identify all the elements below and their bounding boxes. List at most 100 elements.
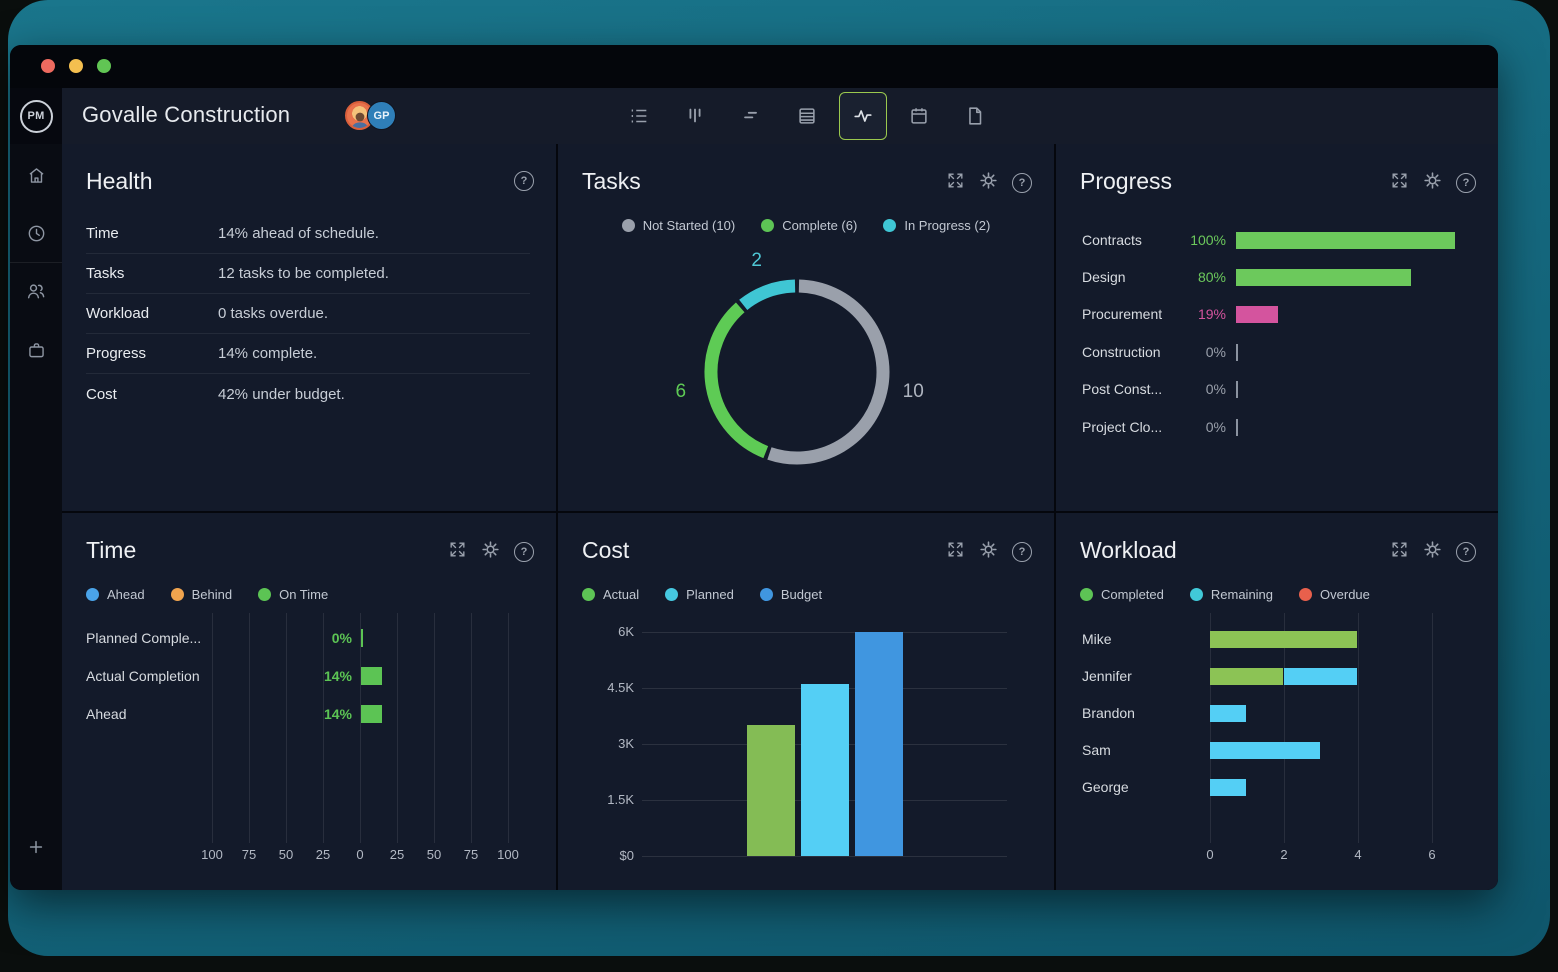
time-gridline <box>323 613 324 843</box>
legend-label: Remaining <box>1210 587 1274 602</box>
tab-dashboard-view[interactable] <box>839 92 887 140</box>
nav-help[interactable]: ? <box>10 885 62 890</box>
view-toolbar <box>615 92 999 140</box>
health-row-value: 14% ahead of schedule. <box>218 225 379 242</box>
workload-bar-george-remaining <box>1210 779 1247 796</box>
panel-time: Time ? Ahead Behind On Time 100 75 50 25 0 25 50… <box>62 513 556 890</box>
time-axis-tick-label: 50 <box>278 847 294 862</box>
nav-time[interactable] <box>10 213 62 253</box>
nav-portfolio[interactable] <box>10 330 62 370</box>
legend-label: Complete (6) <box>782 218 858 233</box>
expand-icon[interactable] <box>1390 540 1409 564</box>
legend-item: In Progress (2) <box>883 218 990 233</box>
panel-tasks: Tasks ? Not Started (10) Complete (6) In P… <box>558 144 1054 511</box>
help-icon[interactable]: ? <box>514 542 534 562</box>
progress-row-label: Design <box>1082 269 1126 285</box>
workload-legend: Completed Remaining Overdue <box>1080 587 1370 602</box>
expand-icon[interactable] <box>448 540 467 564</box>
progress-row-label: Procurement <box>1082 306 1163 322</box>
panel-cost: Cost ? Actual Planned Budget 6K 4.5K 3K 1.5K $… <box>558 513 1054 890</box>
progress-row-label: Construction <box>1082 344 1161 360</box>
list-icon <box>631 109 647 123</box>
time-gridline <box>434 613 435 843</box>
progress-bar-contracts <box>1236 232 1455 249</box>
donut-value-label: 10 <box>902 381 924 403</box>
member-avatar-initials[interactable]: GP <box>367 101 396 130</box>
progress-bar-chart: Contracts 100% Design 80% Procurement 19% Cons… <box>1056 144 1498 511</box>
help-icon[interactable]: ? <box>1012 542 1032 562</box>
briefcase-icon <box>28 342 44 357</box>
pm-logo[interactable]: PM <box>19 99 53 133</box>
progress-zero-tick <box>1236 419 1238 436</box>
gear-icon[interactable] <box>979 171 998 195</box>
panel-workload-title: Workload <box>1080 537 1177 563</box>
health-row-label: Cost <box>86 385 117 403</box>
time-value-label: 0% <box>331 630 352 646</box>
health-row-label: Time <box>86 225 119 242</box>
help-icon[interactable]: ? <box>1012 173 1032 193</box>
cost-column-chart: 6K 4.5K 3K 1.5K $0 <box>558 513 1054 890</box>
expand-icon[interactable] <box>946 171 965 195</box>
clock-icon <box>28 225 44 241</box>
help-icon[interactable]: ? <box>1456 173 1476 193</box>
gear-icon[interactable] <box>1423 171 1442 195</box>
health-row-label: Progress <box>86 345 147 362</box>
tab-list-view[interactable] <box>615 92 663 140</box>
dashboard-grid: Health ? Time 14% ahead of schedule. Tas… <box>62 144 1498 890</box>
nav-home[interactable] <box>10 155 62 195</box>
minimize-button[interactable] <box>69 59 83 73</box>
panel-health: Health ? Time 14% ahead of schedule. Tas… <box>62 144 556 511</box>
workload-axis-tick-label: 4 <box>1354 847 1362 862</box>
health-row-cost: Cost 42% under budget. <box>86 374 530 414</box>
progress-bar-design <box>1236 269 1411 286</box>
cost-axis-tick-label: 4.5K <box>607 680 634 695</box>
time-gridline <box>212 613 213 843</box>
gantt-icon <box>744 111 757 119</box>
legend-item: Remaining <box>1189 587 1274 602</box>
legend-label: Budget <box>780 587 823 602</box>
time-axis-tick-label: 0 <box>356 847 364 862</box>
health-row-time: Time 14% ahead of schedule. <box>86 214 530 254</box>
app-header: PM Govalle Construction GP <box>10 88 1498 144</box>
zoom-button[interactable] <box>97 59 111 73</box>
legend-item: Budget <box>759 587 823 602</box>
home-icon <box>29 167 43 183</box>
time-axis-tick-label: 75 <box>241 847 257 862</box>
nav-team[interactable] <box>10 271 62 311</box>
tab-board-view[interactable] <box>671 92 719 140</box>
gear-icon[interactable] <box>979 540 998 564</box>
help-icon[interactable]: ? <box>1456 542 1476 562</box>
tab-calendar-view[interactable] <box>895 92 943 140</box>
panel-cost-title: Cost <box>582 537 630 563</box>
workload-gridline <box>1358 613 1359 843</box>
time-axis-tick-label: 75 <box>463 847 479 862</box>
health-row-workload: Workload 0 tasks overdue. <box>86 294 530 334</box>
time-bar-actual-completion <box>361 667 382 685</box>
expand-icon[interactable] <box>1390 171 1409 195</box>
progress-row-label: Post Const... <box>1082 381 1163 397</box>
tab-reports-view[interactable] <box>951 92 999 140</box>
health-row-value: 12 tasks to be completed. <box>218 265 389 282</box>
legend-item: Planned <box>665 587 734 602</box>
tab-gantt-view[interactable] <box>727 92 775 140</box>
legend-label: Overdue <box>1320 587 1370 602</box>
help-icon[interactable]: ? <box>514 171 534 191</box>
legend-dot <box>258 588 272 601</box>
health-row-label: Workload <box>86 305 150 322</box>
close-button[interactable] <box>41 59 55 73</box>
gear-icon[interactable] <box>1423 540 1442 564</box>
workload-row-label: Mike <box>1082 631 1112 647</box>
legend-item: Completed <box>1080 587 1164 602</box>
workload-gridline <box>1210 613 1211 843</box>
workload-row-label: George <box>1082 779 1129 795</box>
legend-label: In Progress (2) <box>904 218 991 233</box>
expand-icon[interactable] <box>946 540 965 564</box>
nav-add[interactable] <box>10 827 62 867</box>
health-rows: Time 14% ahead of schedule. Tasks 12 tas… <box>86 214 530 414</box>
tab-sheet-view[interactable] <box>783 92 831 140</box>
time-bar-planned-comple- <box>361 629 363 647</box>
cost-axis-tick-label: 1.5K <box>607 792 634 807</box>
gear-icon[interactable] <box>481 540 500 564</box>
progress-pct-label: 19% <box>1197 306 1226 322</box>
